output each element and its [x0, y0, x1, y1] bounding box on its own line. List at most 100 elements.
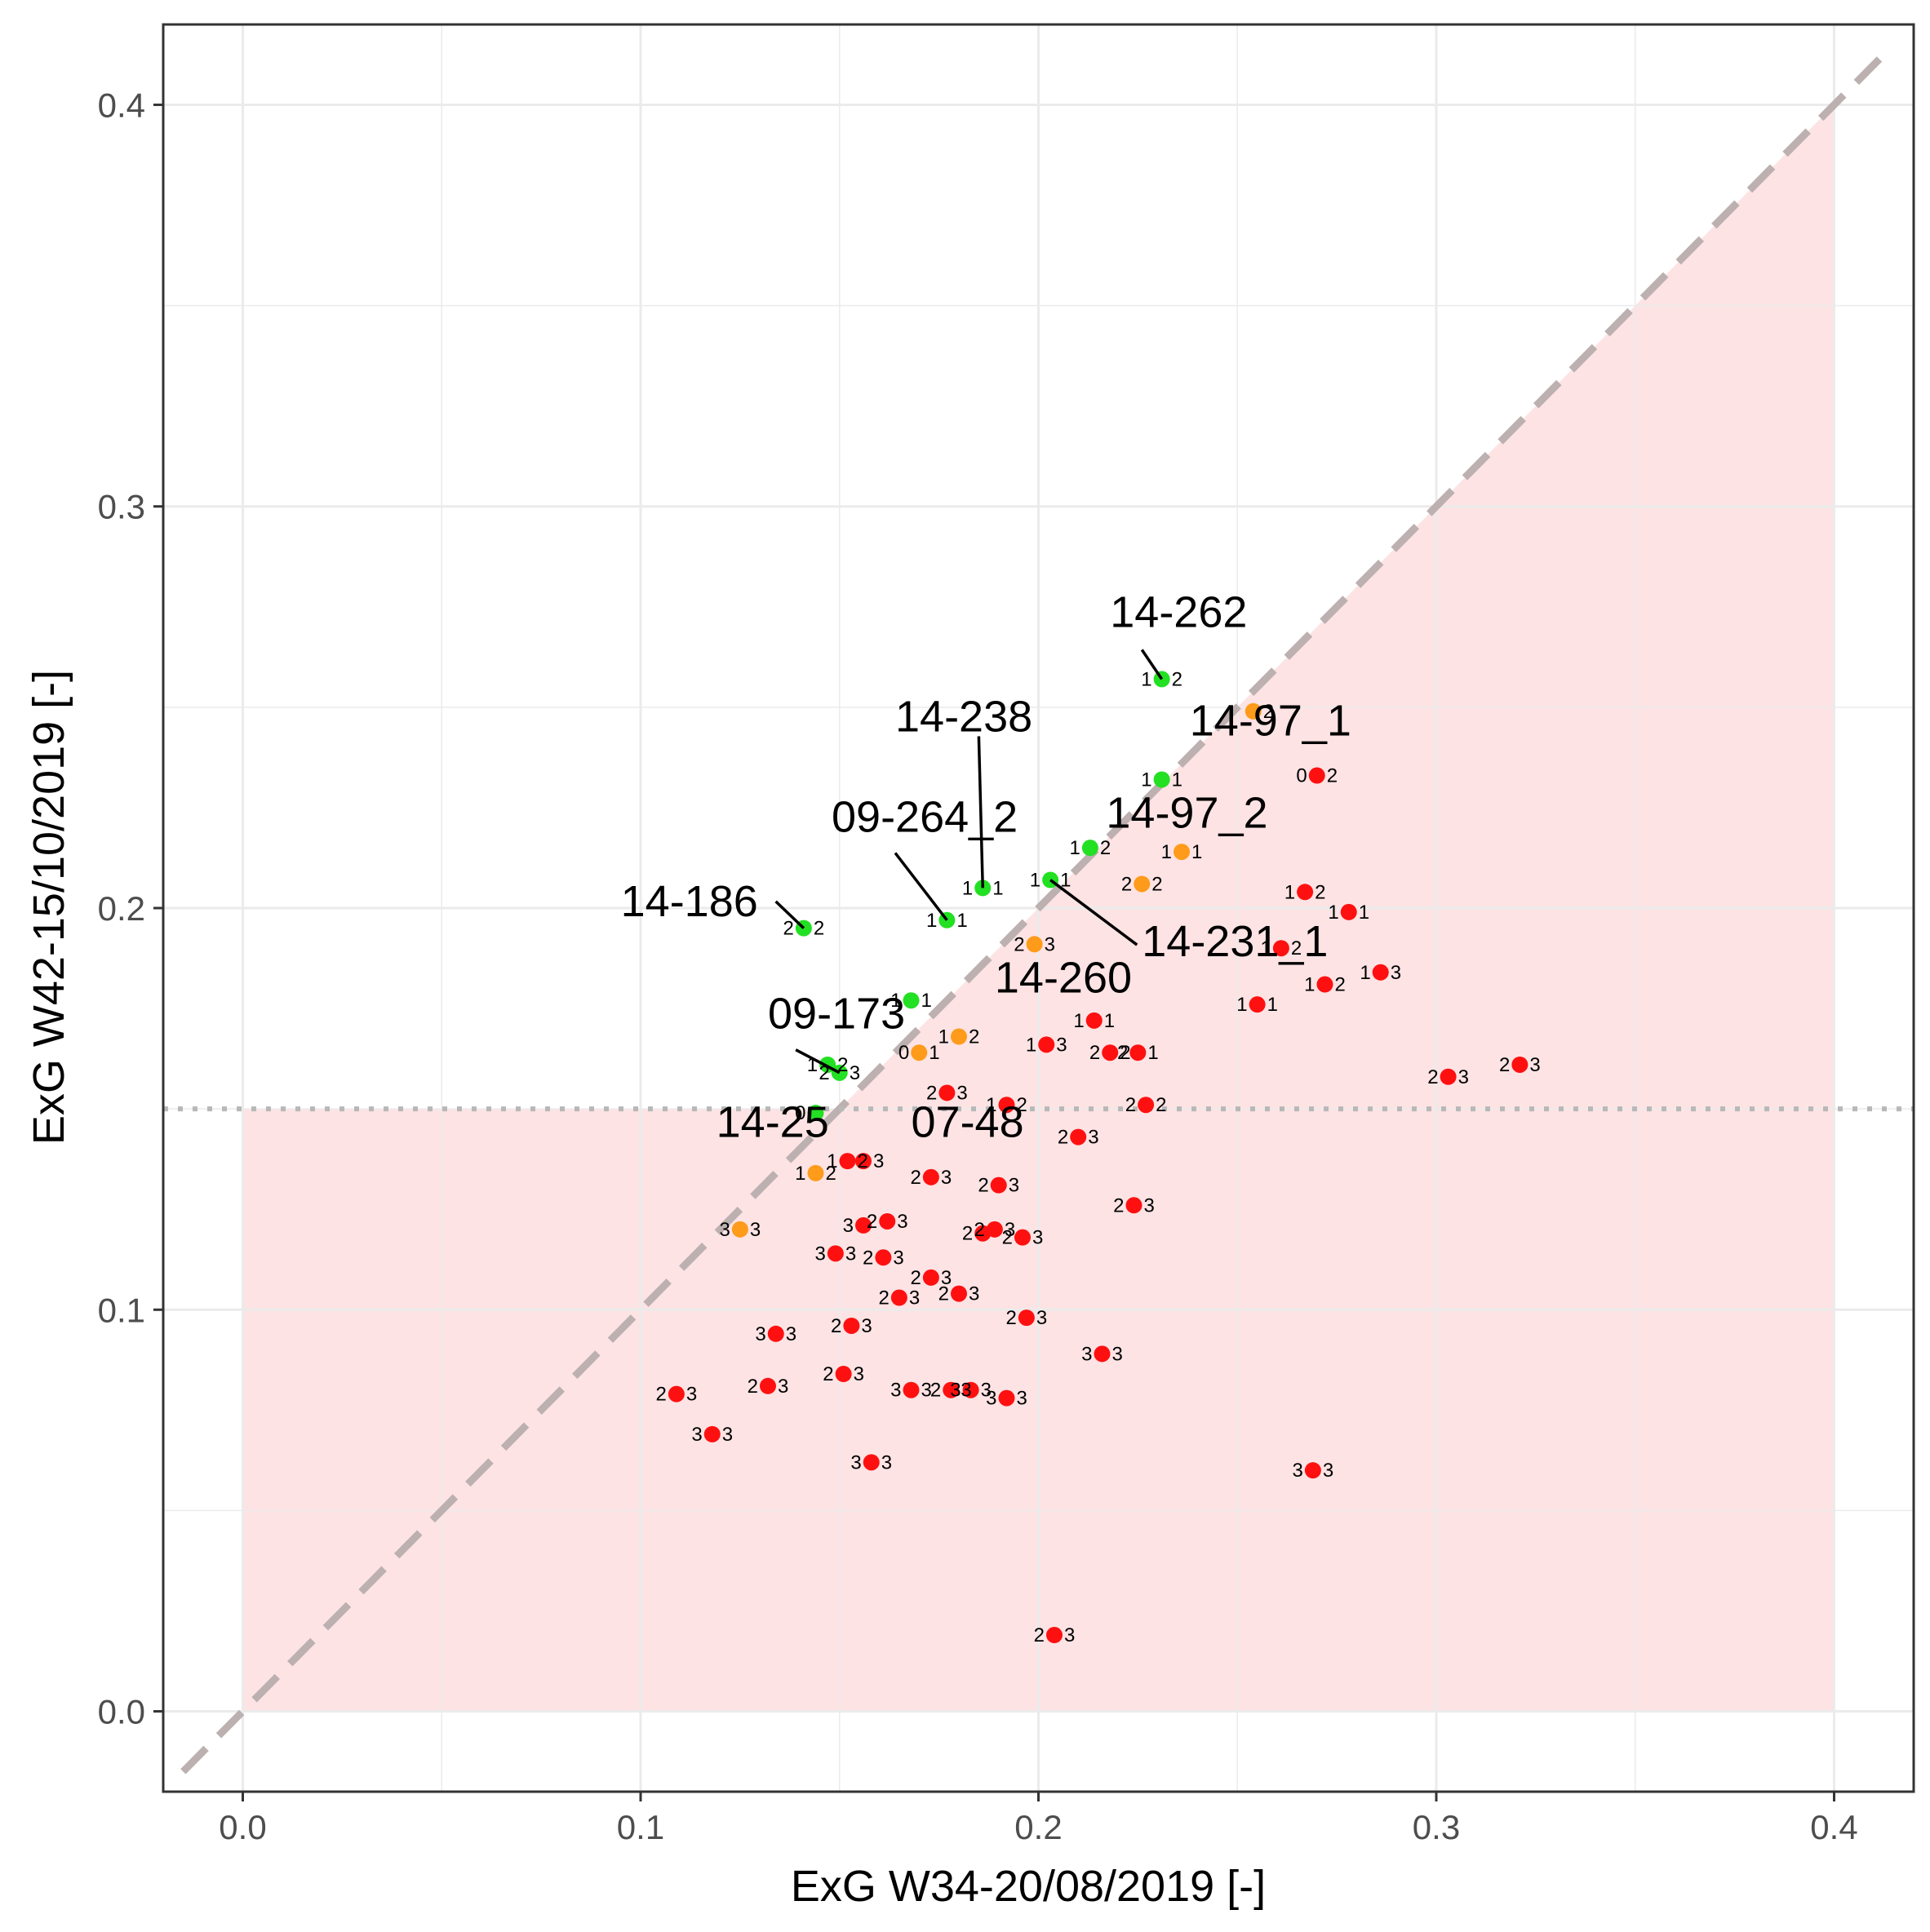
point-label-left: 2 [1058, 1127, 1068, 1149]
callout-label: 14-238 [895, 692, 1032, 741]
y-tick-label: 0.1 [98, 1291, 145, 1329]
point-label-left: 3 [843, 1215, 854, 1237]
point-label-right: 3 [786, 1323, 796, 1345]
point-label-right: 3 [1323, 1460, 1333, 1482]
point-label-left: 2 [974, 1219, 985, 1241]
point-label-right: 2 [1151, 873, 1162, 895]
point-label-left: 1 [1236, 994, 1247, 1016]
data-point [962, 1381, 979, 1398]
callout-leader [1049, 879, 1138, 946]
data-point [668, 1385, 685, 1402]
callout-label: 14-260 [995, 953, 1132, 1002]
point-label-left: 3 [950, 1380, 961, 1402]
y-tick-label: 0.0 [98, 1693, 145, 1731]
point-label-right: 3 [941, 1167, 952, 1189]
point-label-right: 3 [1088, 1127, 1098, 1149]
point-label-left: 1 [1030, 870, 1040, 892]
data-point [875, 1249, 892, 1266]
point-label-right: 2 [1291, 937, 1302, 959]
callout-leader [977, 736, 984, 888]
data-point [1125, 1197, 1142, 1214]
point-label-right: 3 [969, 1283, 979, 1305]
point-label-left: 3 [691, 1424, 702, 1446]
point-label-right: 1 [1191, 841, 1202, 863]
point-label-right: 3 [850, 1062, 860, 1084]
data-point [890, 1289, 907, 1306]
point-label-right: 1 [1104, 1010, 1115, 1032]
point-label-left: 2 [783, 918, 794, 940]
points-layer [668, 671, 1528, 1644]
x-tick-label: 0.4 [1810, 1808, 1857, 1846]
point-label-right: 3 [881, 1451, 892, 1473]
data-point [855, 1216, 872, 1234]
point-label-left: 1 [926, 910, 937, 932]
data-point [998, 1097, 1015, 1114]
point-label-left: 1 [1026, 1034, 1036, 1056]
data-point [1511, 1056, 1528, 1073]
point-label-left: 2 [1034, 1624, 1045, 1646]
point-label-left: 2 [1125, 1094, 1136, 1116]
data-point [839, 1153, 856, 1170]
point-label-left: 1 [827, 1150, 837, 1172]
reference-lines-layer [163, 50, 1914, 1775]
data-point [1272, 940, 1289, 957]
y-tick-label: 0.3 [98, 488, 145, 526]
point-label-right: 3 [1144, 1194, 1155, 1216]
point-label-right: 3 [1056, 1034, 1067, 1056]
point-label-left: 1 [1141, 769, 1151, 791]
data-point [835, 1366, 852, 1383]
data-point [998, 1389, 1015, 1407]
point-label-left: 2 [879, 1287, 890, 1309]
point-label-left: 2 [1089, 1042, 1100, 1064]
point-label-right: 2 [1120, 1042, 1130, 1064]
data-point [1245, 702, 1262, 720]
point-label-left: 2 [1427, 1066, 1438, 1088]
axes-layer: 0.0 0.1 0.2 0.3 0.4 0.0 0.1 0.2 0.3 0.4 [98, 23, 1915, 1846]
data-point [1340, 903, 1357, 920]
data-point [863, 1454, 880, 1471]
data-point [911, 1044, 928, 1061]
point-label-right: 3 [1458, 1066, 1469, 1088]
data-point [943, 1381, 960, 1398]
data-point [1153, 771, 1170, 788]
data-point [1046, 1627, 1063, 1644]
point-label-left: 2 [1002, 1227, 1013, 1249]
x-tick-label: 0.0 [219, 1808, 266, 1846]
point-label-right: 3 [1529, 1054, 1540, 1076]
data-point [974, 1225, 992, 1242]
point-label-right: 1 [929, 1042, 939, 1064]
point-label-right: 3 [1045, 933, 1055, 955]
point-label-right: 1 [1172, 769, 1182, 791]
callout-leader [774, 900, 805, 929]
point-label-left: 2 [656, 1384, 667, 1406]
point-labels-layer: 1 221 1 0 21 2 1 11 1 2 21 1 1 21 11 12 22 3 1 21 31 21 1 1 11 11… [656, 668, 1541, 1646]
callout-label: 14-231_1 [1142, 917, 1328, 966]
point-label-right: 1 [1267, 994, 1278, 1016]
point-label-left: 3 [986, 1388, 996, 1410]
point-label-left: 2 [926, 1082, 937, 1104]
point-label-right: 3 [1036, 1307, 1047, 1329]
data-point [1018, 1309, 1035, 1327]
point-label-right: 3 [981, 1380, 992, 1402]
point-label-left: 1 [962, 877, 973, 899]
data-point [731, 1221, 748, 1238]
point-label-right: 3 [750, 1219, 761, 1241]
data-point [1440, 1068, 1457, 1085]
point-label-right: 3 [909, 1287, 920, 1309]
point-label-right: 2 [826, 1163, 836, 1185]
data-point [1372, 964, 1389, 981]
data-point [807, 1105, 824, 1122]
point-label-left: 1 [795, 1163, 805, 1185]
callout-leader [894, 852, 948, 921]
data-point [1081, 840, 1098, 857]
data-point [767, 1325, 784, 1342]
data-point [938, 1084, 956, 1101]
data-point [1085, 1012, 1103, 1029]
data-point [1026, 936, 1043, 953]
data-point [922, 1168, 939, 1185]
data-point [990, 1176, 1007, 1194]
data-point [1316, 976, 1333, 993]
point-label-right: 1 [1147, 1042, 1158, 1064]
point-label-left: 2 [1006, 1307, 1017, 1329]
